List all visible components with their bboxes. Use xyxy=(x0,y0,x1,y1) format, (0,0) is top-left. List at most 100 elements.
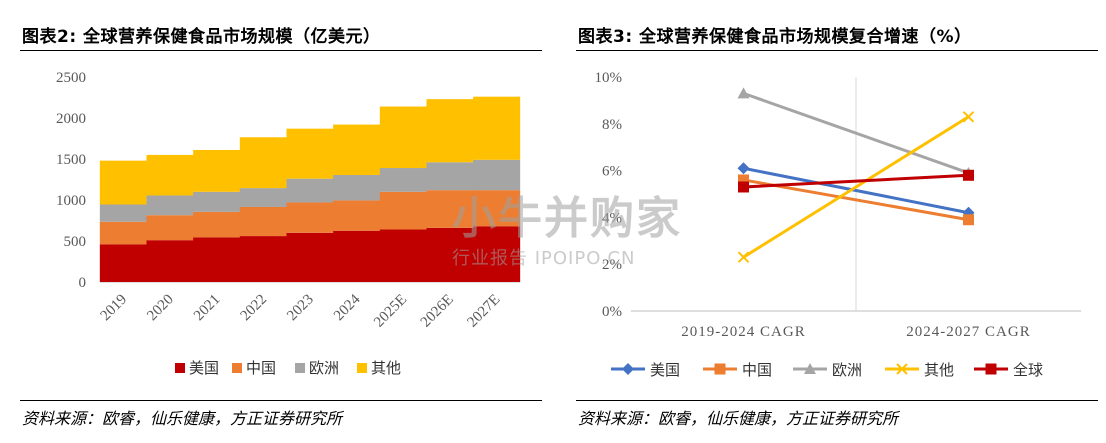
bar-segment-other xyxy=(239,137,287,189)
x-tick-label: 2025E xyxy=(371,292,410,331)
bar-segment-us xyxy=(473,226,521,282)
x-tick-label: 2027E xyxy=(464,292,503,331)
legend-marker-line_cn xyxy=(714,363,726,375)
y-tick-label: 2500 xyxy=(56,70,86,86)
x-tick-label: 2026E xyxy=(418,292,457,331)
bar-segment-us xyxy=(146,240,194,282)
data-point-line_global xyxy=(963,169,974,181)
legend-swatch-other xyxy=(357,363,367,373)
bar-segment-other xyxy=(473,96,521,160)
bar-segment-us xyxy=(193,237,241,282)
series-line-line_other xyxy=(742,115,970,259)
legend-marker-line_us xyxy=(622,363,634,375)
x-tick-label: 2024-2027 CAGR xyxy=(906,324,1030,340)
y-tick-label: 1000 xyxy=(56,193,86,209)
bar-segment-us xyxy=(239,236,287,282)
series-line-line_us xyxy=(743,166,969,215)
y-tick-label: 0% xyxy=(602,304,622,320)
series-line-line_global xyxy=(743,173,969,189)
series-line-line_eu xyxy=(742,91,970,175)
legend-label: 中国 xyxy=(742,361,772,379)
data-point-line_other xyxy=(737,251,750,263)
bar-segment-us xyxy=(286,232,334,282)
cagr-panel: 图表3: 全球营养保健食品市场规模复合增速（%） 0% 2% 4% 6% 8% 10% 20… xyxy=(556,0,1106,443)
bar-segment-cn xyxy=(146,215,194,241)
source-note: 资料来源：欧睿，仙乐健康，方正证券研究所 xyxy=(578,409,899,428)
legend-label: 其他 xyxy=(924,361,954,379)
data-point-line_eu xyxy=(737,87,750,99)
bar-segment-other xyxy=(286,128,334,179)
chart-title: 图表2: 全球营养保健食品市场规模（亿美元） xyxy=(22,27,381,47)
legend-swatch-us xyxy=(175,363,185,373)
y-tick-label: 6% xyxy=(602,164,622,180)
legend-label: 美国 xyxy=(650,361,680,379)
line-chart: 0% 2% 4% 6% 8% 10% 2019-2024 CAGR 2024-2027 CAG… xyxy=(595,70,1081,379)
legend-label: 全球 xyxy=(1013,361,1043,379)
bar-segment-eu xyxy=(146,195,194,216)
bar-segment-eu xyxy=(193,191,241,212)
y-tick-label: 4% xyxy=(602,210,622,226)
bar-segment-cn xyxy=(239,206,287,237)
x-tick-label: 2023 xyxy=(284,292,317,325)
bar-segment-cn xyxy=(333,200,381,231)
bar-segment-eu xyxy=(99,204,147,222)
bar-segment-eu xyxy=(426,162,474,191)
y-tick-label: 1500 xyxy=(56,152,86,168)
legend-swatch-eu xyxy=(295,363,305,373)
bar-segment-eu xyxy=(379,168,427,192)
x-tick-label: 2021 xyxy=(191,292,224,325)
data-point-line_other xyxy=(962,111,975,123)
bar-segment-cn xyxy=(426,190,474,228)
data-point-line_global xyxy=(738,181,749,193)
y-tick-label: 2000 xyxy=(56,111,86,127)
y-tick-label: 500 xyxy=(64,234,87,250)
y-tick-label: 8% xyxy=(602,117,622,133)
data-point-line_cn xyxy=(738,174,749,186)
title-rule xyxy=(576,50,1098,51)
bar-segment-cn xyxy=(379,191,427,230)
bar-segment-us xyxy=(379,229,427,282)
bar-segment-eu xyxy=(239,188,287,207)
bar-segment-cn xyxy=(473,190,521,227)
bar-segment-us xyxy=(333,230,381,282)
legend-marker-line_global xyxy=(985,363,997,375)
series-line-line_cn xyxy=(743,178,969,222)
data-point-line_cn xyxy=(963,214,974,226)
legend-label: 欧洲 xyxy=(832,361,862,379)
bar-segment-eu xyxy=(286,178,334,203)
bar-segment-other xyxy=(426,99,474,163)
source-note: 资料来源：欧睿，仙乐健康，方正证券研究所 xyxy=(22,409,343,428)
bar-segment-cn xyxy=(193,211,241,238)
y-tick-label: 0 xyxy=(79,275,87,291)
market-size-panel: 图表2: 全球营养保健食品市场规模（亿美元） 0 500 1000 1500 2000 2… xyxy=(0,0,550,443)
bar-segment-eu xyxy=(333,174,381,201)
bar-segment-eu xyxy=(473,159,521,191)
chart-title: 图表3: 全球营养保健食品市场规模复合增速（%） xyxy=(578,27,972,47)
bar-segment-other xyxy=(379,106,427,169)
bar-segment-us xyxy=(426,227,474,282)
legend-label: 美国 xyxy=(189,359,219,377)
legend-marker-line_other xyxy=(896,363,908,375)
y-tick-label: 2% xyxy=(602,257,622,273)
bar-segment-us xyxy=(99,244,147,282)
x-tick-label: 2022 xyxy=(238,292,271,325)
x-tick-label: 2019-2024 CAGR xyxy=(681,324,805,340)
y-tick-label: 10% xyxy=(595,70,623,86)
legend-label: 其他 xyxy=(371,359,401,377)
source-rule xyxy=(20,400,542,401)
bar-segment-cn xyxy=(286,202,334,233)
legend-label: 中国 xyxy=(246,359,276,377)
stacked-bar-chart: 0 500 1000 1500 2000 2500 2019 2020 2021 2022 2023… xyxy=(56,70,521,377)
bar-segment-other xyxy=(333,124,381,175)
legend-label: 欧洲 xyxy=(309,359,339,377)
bar-segment-other xyxy=(99,160,147,205)
source-rule xyxy=(576,400,1098,401)
x-tick-label: 2024 xyxy=(331,291,364,324)
legend-marker-line_eu xyxy=(804,363,816,374)
x-tick-label: 2020 xyxy=(144,292,177,325)
title-rule xyxy=(20,50,542,51)
x-tick-label: 2019 xyxy=(98,292,131,325)
bar-segment-cn xyxy=(99,221,147,245)
data-point-line_us xyxy=(737,162,750,175)
bar-segment-other xyxy=(146,154,194,196)
